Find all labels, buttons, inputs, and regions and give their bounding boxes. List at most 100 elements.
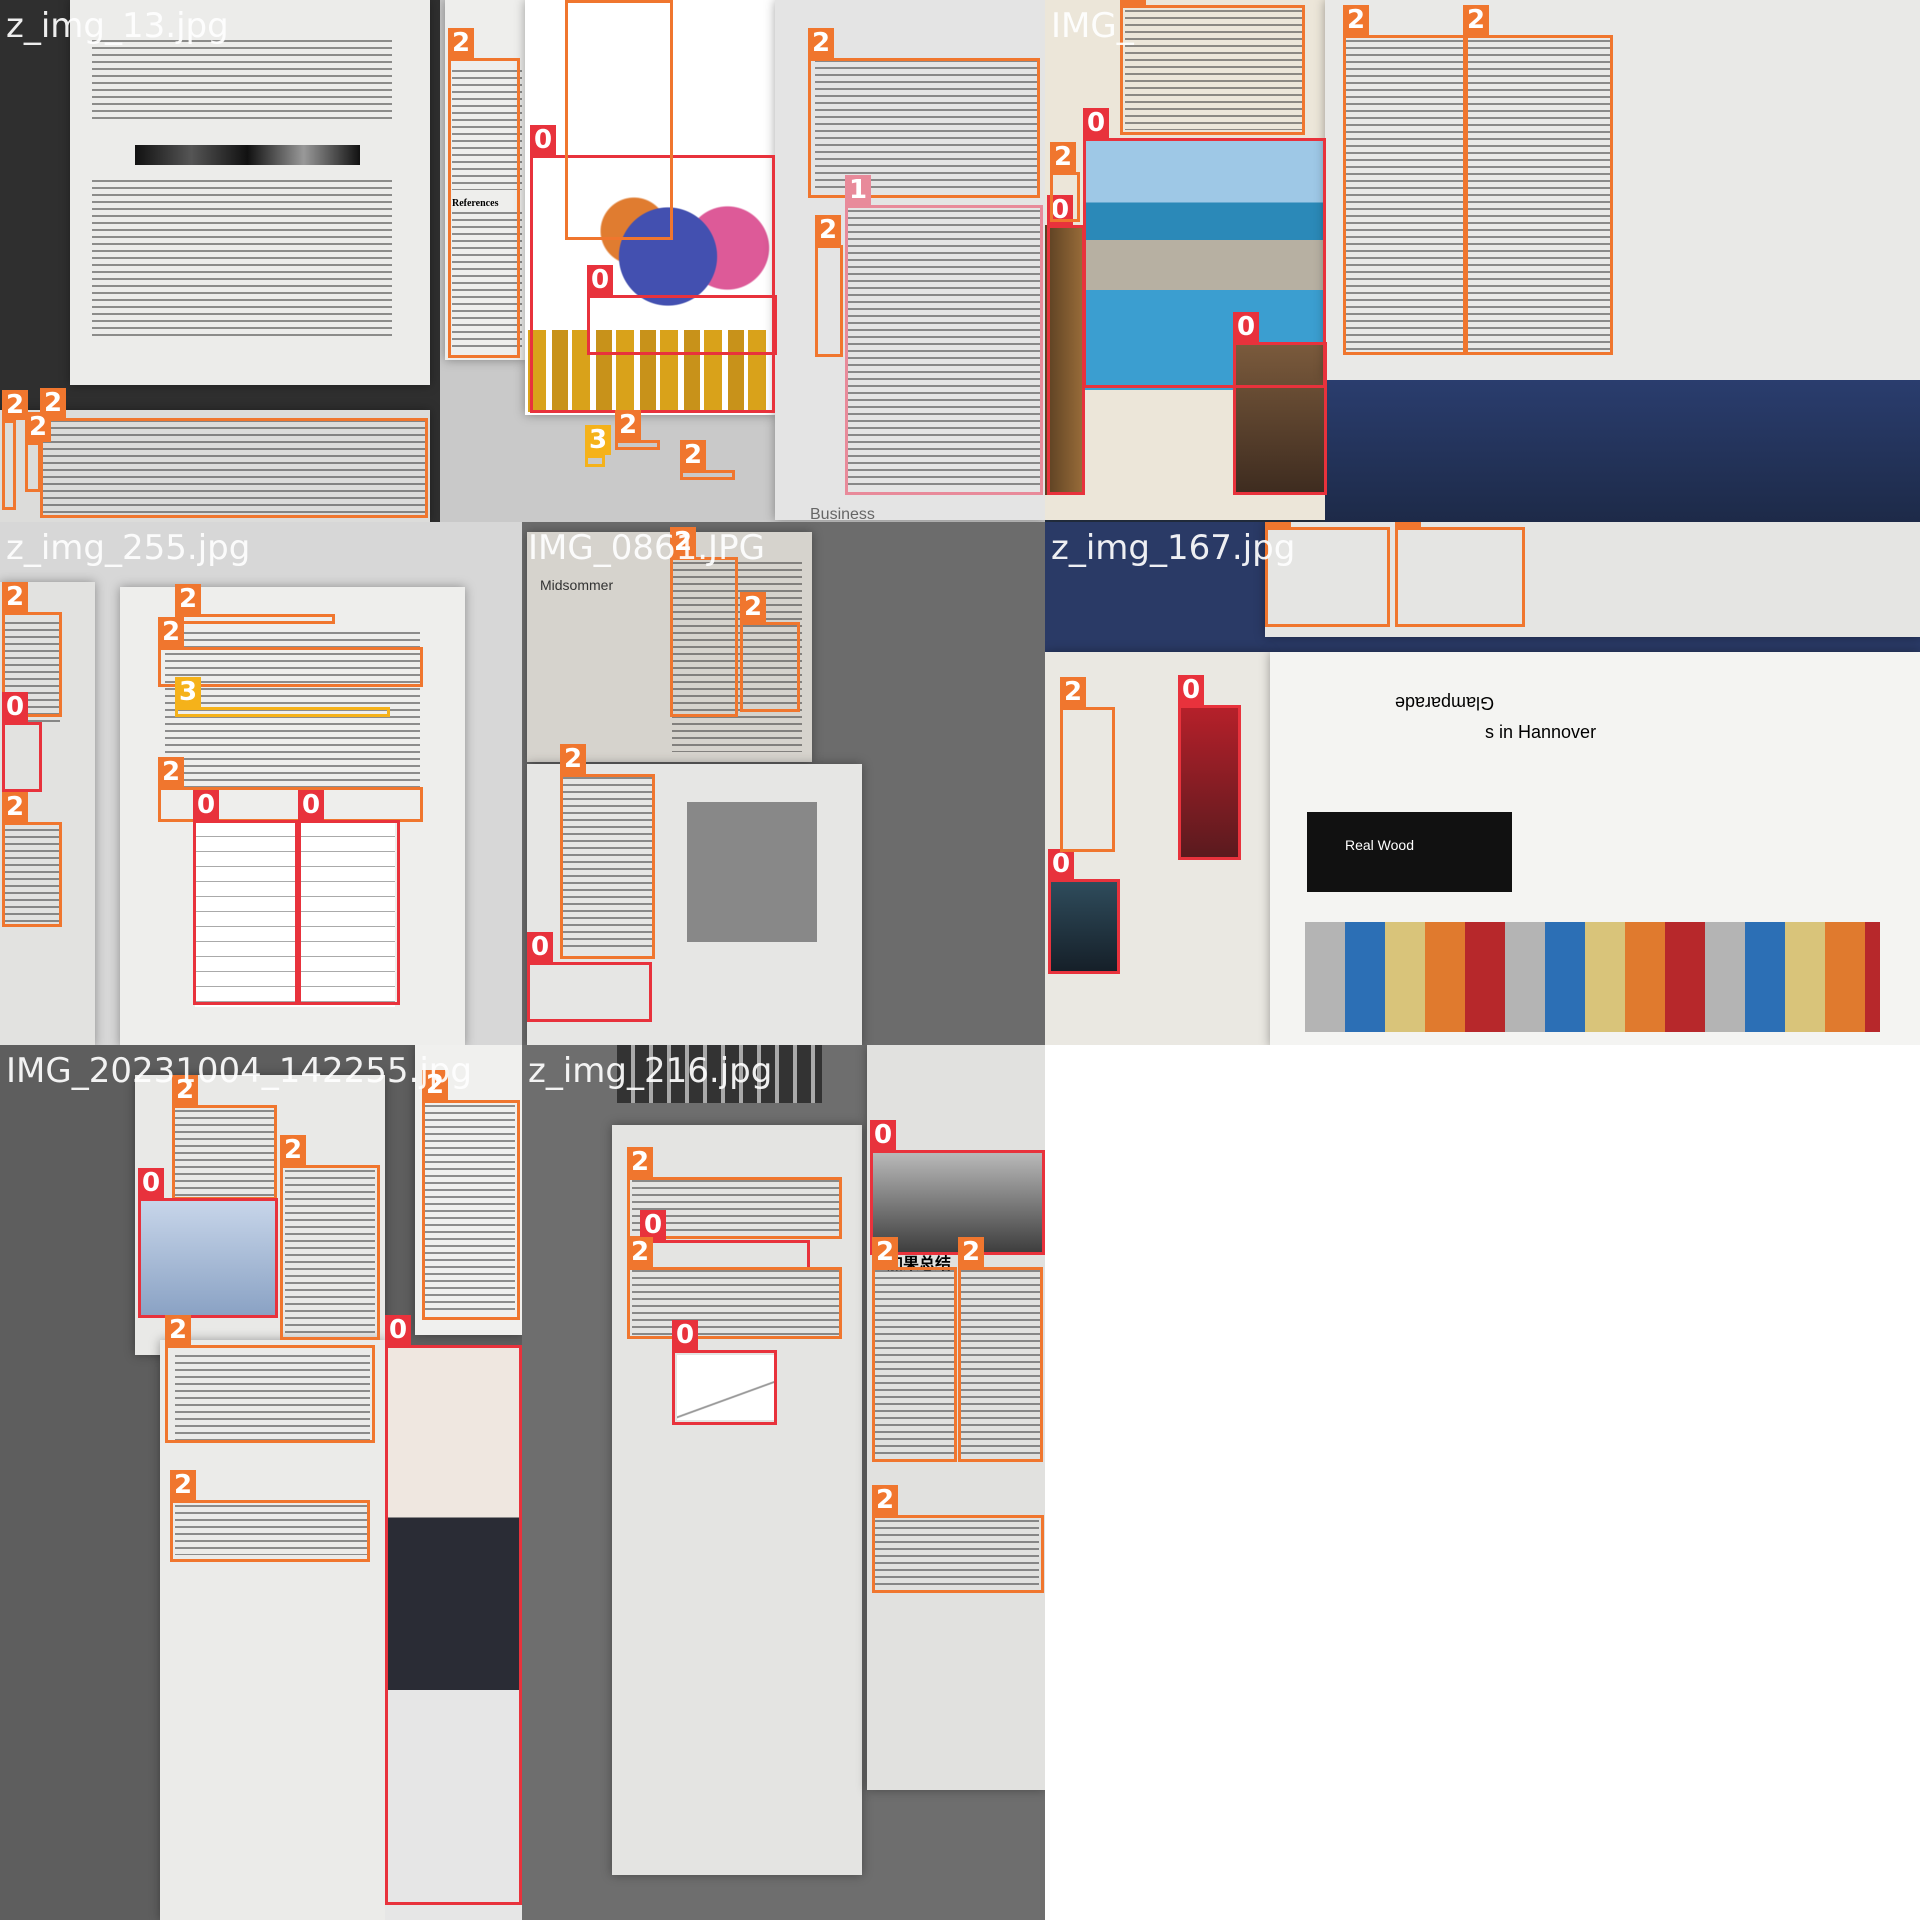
book-fabric: [1325, 380, 1920, 522]
fashion-photo: [385, 1345, 522, 1920]
detection-box: 2: [175, 584, 335, 624]
detection-box: 2: [280, 1135, 380, 1340]
body-text: [815, 60, 1040, 190]
detection-box: 2: [740, 592, 800, 712]
detection-box: 2: [448, 28, 520, 358]
body-text: [452, 70, 522, 190]
tile-3: 0 0 0 2 2 2 2 IMG_: [1045, 0, 1920, 522]
tile-title: z_img_167.jpg: [1051, 528, 1296, 568]
detection-box: 0: [1233, 312, 1327, 495]
detection-box: 3: [175, 677, 390, 717]
detection-box: 2: [808, 28, 1040, 198]
athletes-figure: [600, 180, 770, 350]
detection-box: 0: [587, 265, 777, 355]
body-text: [175, 1505, 370, 1555]
detection-box: 0: [138, 1168, 278, 1318]
detection-box: 3: [585, 425, 612, 467]
detection-box: 0: [640, 1210, 810, 1270]
detection-box: 2: [1060, 677, 1115, 852]
body-text: [562, 777, 652, 952]
hannover-label: s in Hannover: [1485, 722, 1597, 742]
detection-box: 0: [870, 1120, 1045, 1255]
detection-box: 1: [845, 175, 1043, 495]
detection-box: 2: [815, 215, 843, 357]
body-text: [874, 1270, 954, 1460]
table-lines: [845, 210, 1040, 490]
detection-box: 2: [680, 440, 735, 480]
detection-box: 0: [530, 125, 775, 413]
tile-title: IMG_20231004_142255.jpg: [6, 1051, 472, 1091]
body-text: [175, 1110, 275, 1200]
tile-title: z_img_255.jpg: [6, 528, 251, 568]
crew-photo: [140, 1200, 275, 1315]
body-text: [92, 180, 392, 340]
detection-box: 2: [1463, 5, 1613, 355]
tile-1: 2 2 2 z_img_13.jpg: [0, 0, 522, 522]
tile-2: References Business 北大水平发指肉 2 0 2 2 1 2 …: [440, 0, 1045, 522]
detection-box: 2: [158, 617, 423, 687]
detection-box: 2: [1050, 142, 1080, 222]
body-text: [874, 1520, 1039, 1590]
detection-box: 2: [172, 1075, 277, 1200]
car-photo: [872, 1153, 1042, 1253]
body-text: [1125, 10, 1305, 130]
book-page: [612, 1125, 862, 1875]
detection-box: 2: [560, 744, 655, 959]
grid-figure: [687, 802, 817, 942]
business-label: Business: [810, 506, 875, 522]
detection-box: 0: [385, 1315, 522, 1905]
tile-6: Glamparade s in Hannover Real Wood 2 2 0…: [1045, 522, 1920, 1047]
body-text: [1345, 40, 1465, 350]
detection-box: 2: [170, 1470, 370, 1562]
detection-box: 2: [627, 1147, 842, 1239]
body-text: [5, 822, 60, 922]
body-text: [632, 1180, 842, 1235]
spools-photo: [1305, 922, 1880, 1032]
body-text: [285, 1170, 375, 1335]
body-text: [175, 1355, 370, 1440]
tile-empty: [1045, 1045, 1920, 1920]
detection-box: 0: [527, 932, 652, 1022]
detection-box: 2: [1120, 0, 1305, 135]
tile-5: Midsommer 2 2 2 0 IMG_0861.JPG: [522, 522, 1045, 1047]
wood-photo: [1045, 225, 1085, 495]
tile-7: 2 2 0 2 0 2 2 IMG_20231004_142255.jpg: [0, 1045, 522, 1920]
body-text: [960, 1270, 1040, 1460]
detection-box: 2: [2, 390, 29, 510]
body-text: [425, 1105, 515, 1315]
tile-8: 加果总结 2 0 2 0 0 2 2 2 z_img_216.jpg: [522, 1045, 1045, 1920]
detection-box: 0: [193, 790, 298, 1005]
interior-photo: [1235, 345, 1325, 495]
detection-box: 0: [1178, 675, 1241, 860]
wood-box: [1307, 812, 1512, 892]
detection-box: 2: [422, 1070, 520, 1320]
tile-title: IMG_0861.JPG: [528, 528, 765, 568]
detection-box: 2: [872, 1237, 957, 1462]
detection-box: 2: [40, 388, 428, 518]
detection-box: 2: [1395, 522, 1525, 627]
body-text: [632, 1270, 842, 1335]
detection-box: 2: [627, 1237, 842, 1339]
gradient-figure: [135, 145, 360, 165]
body-text: [1465, 40, 1610, 350]
detection-box: 2: [1265, 522, 1390, 627]
midsommer-label: Midsommer: [540, 577, 614, 593]
face-grid: [617, 1045, 822, 1103]
detection-box: 2: [25, 412, 52, 492]
detection-box: 2: [615, 410, 660, 450]
tile-title: z_img_216.jpg: [528, 1051, 773, 1091]
poster-photo: [1180, 707, 1240, 857]
detection-box: 2: [1343, 5, 1468, 355]
detection-box: 0: [1048, 849, 1120, 974]
body-text: [40, 420, 425, 515]
detection-box: 0: [1047, 195, 1085, 495]
body-text: [452, 212, 522, 352]
detection-box: 2: [872, 1485, 1044, 1593]
glamparade-label: Glamparade: [1395, 693, 1495, 713]
tile-title: IMG_: [1051, 6, 1134, 46]
references-label: References: [452, 198, 499, 209]
detection-box: 2: [165, 1315, 375, 1443]
detection-box: 2: [565, 0, 673, 240]
real-wood-label: Real Wood: [1345, 837, 1415, 853]
detection-box: 2: [2, 582, 62, 717]
